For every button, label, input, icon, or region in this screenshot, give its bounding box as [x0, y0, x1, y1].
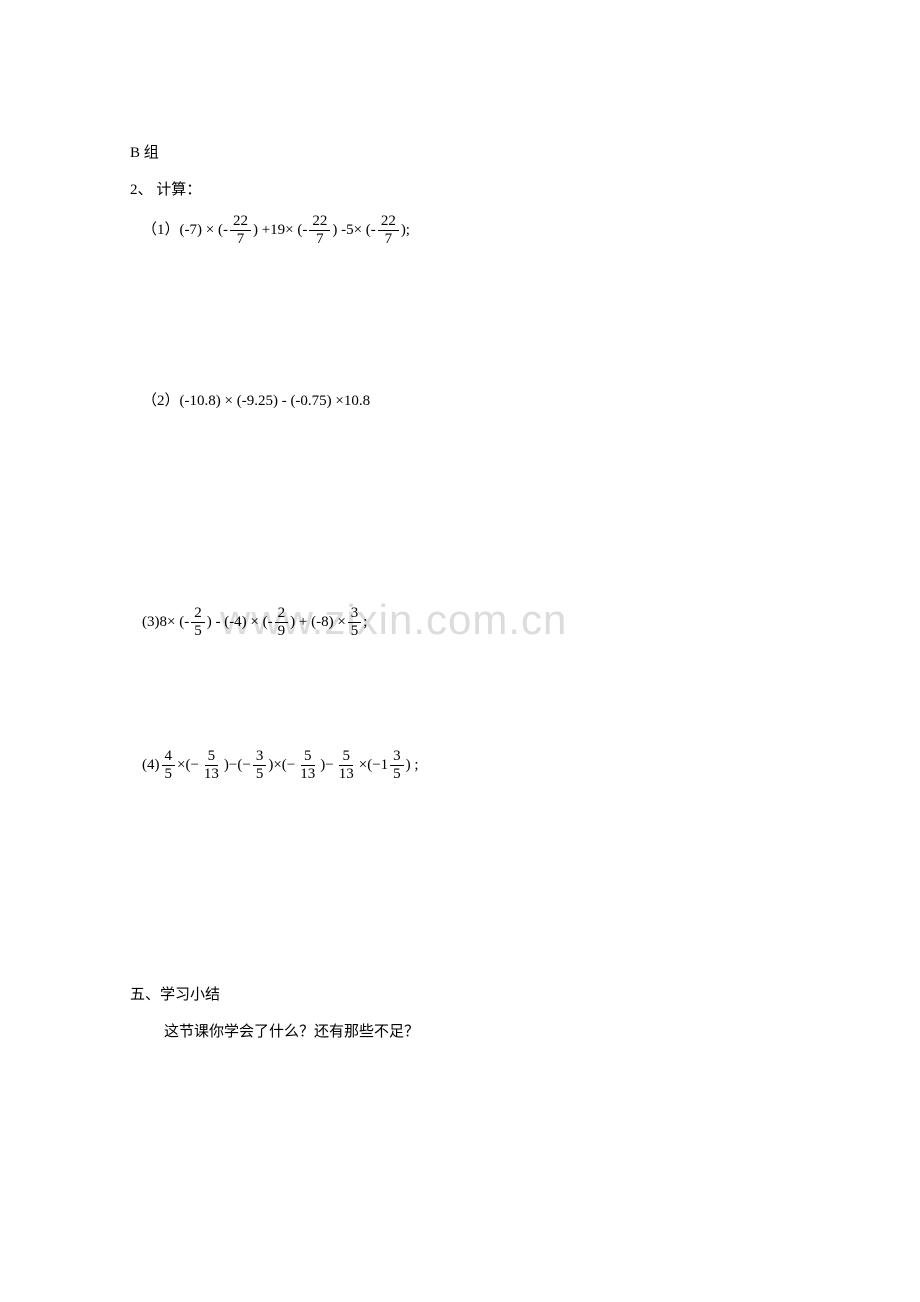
- p2-text: (-10.8) × (-9.25) - (-0.75) ×10.8: [180, 388, 371, 415]
- frac-num: 2: [191, 606, 205, 623]
- p3-part3: ;: [363, 609, 367, 636]
- fraction: 22 7: [309, 214, 330, 247]
- fraction: 4 5: [162, 749, 176, 782]
- frac-den: 13: [336, 766, 357, 782]
- frac-num: 3: [390, 749, 404, 766]
- frac-num: 5: [205, 749, 219, 766]
- frac-num: 5: [301, 749, 315, 766]
- problem-2-label: 2、 计算：: [130, 177, 790, 204]
- fraction: 3 5: [253, 749, 267, 782]
- problem-2-1: （1） (-7) × (- 22 7 ) +19× (- 22 7 ) -5× …: [130, 214, 790, 247]
- problem-2-4: (4) 4 5 ×(− 5 13 )−(− 3 5 )×(− 5 13 )−: [130, 749, 790, 782]
- fraction: 2 5: [191, 606, 205, 639]
- fraction: 5 13: [201, 749, 222, 782]
- p3-part0: 8× (-: [160, 609, 190, 636]
- frac-num: 22: [309, 214, 330, 231]
- p1-part2: ) -5× (-: [332, 217, 375, 244]
- frac-num: 22: [378, 214, 399, 231]
- p1-part0: (-7) × (-: [180, 217, 228, 244]
- fraction: 2 9: [275, 606, 289, 639]
- p4-part3: )−: [320, 752, 333, 779]
- document-content: B 组 2、 计算： （1） (-7) × (- 22 7 ) +19× (- …: [130, 140, 790, 1046]
- p4-label: (4): [142, 752, 160, 779]
- p4-part0: ×(−: [177, 752, 199, 779]
- p4-part4: ×(−1: [359, 752, 388, 779]
- frac-num: 3: [253, 749, 267, 766]
- frac-den: 13: [297, 766, 318, 782]
- problem-2-2: （2） (-10.8) × (-9.25) - (-0.75) ×10.8: [130, 387, 790, 416]
- p3-label: (3): [142, 609, 160, 636]
- p3-part2: ) + (-8) ×: [290, 609, 346, 636]
- section-5-question: 这节课你学会了什么？还有那些不足？: [130, 1019, 790, 1046]
- frac-den: 5: [390, 766, 404, 782]
- p4-part2: )×(−: [268, 752, 295, 779]
- frac-den: 5: [162, 766, 176, 782]
- p1-part1: ) +19× (-: [253, 217, 307, 244]
- frac-den: 5: [348, 623, 362, 639]
- frac-den: 5: [253, 766, 267, 782]
- frac-den: 9: [275, 623, 289, 639]
- p4-part1: )−(−: [224, 752, 251, 779]
- problem-2-3: (3) 8× (- 2 5 ) - (-4) × (- 2 9 ) + (-8)…: [130, 606, 790, 639]
- fraction: 5 13: [336, 749, 357, 782]
- frac-den: 13: [201, 766, 222, 782]
- p1-label: （1）: [142, 217, 180, 244]
- p3-part1: ) - (-4) × (-: [207, 609, 273, 636]
- p4-part5: ) ;: [406, 752, 419, 779]
- fraction: 22 7: [378, 214, 399, 247]
- frac-num: 5: [339, 749, 353, 766]
- frac-den: 7: [313, 231, 327, 247]
- frac-num: 2: [275, 606, 289, 623]
- frac-den: 7: [382, 231, 396, 247]
- fraction: 3 5: [390, 749, 404, 782]
- section-5-heading: 五、学习小结: [130, 982, 790, 1009]
- frac-den: 5: [191, 623, 205, 639]
- frac-num: 3: [348, 606, 362, 623]
- fraction: 22 7: [230, 214, 251, 247]
- frac-num: 22: [230, 214, 251, 231]
- frac-num: 4: [162, 749, 176, 766]
- group-b-label: B 组: [130, 140, 790, 167]
- frac-den: 7: [234, 231, 248, 247]
- p1-part3: );: [401, 217, 410, 244]
- fraction: 3 5: [348, 606, 362, 639]
- p2-label: （2）: [142, 388, 180, 415]
- fraction: 5 13: [297, 749, 318, 782]
